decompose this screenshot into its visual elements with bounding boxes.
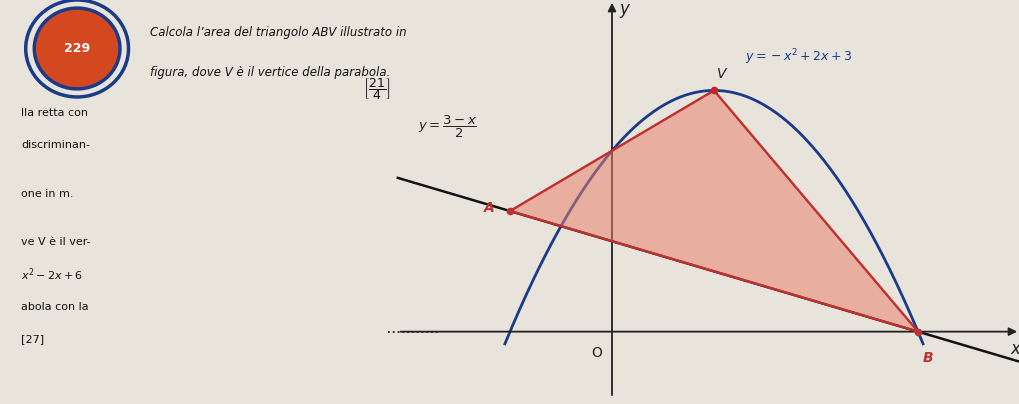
- Text: [27]: [27]: [21, 335, 45, 344]
- Text: figura, dove V è il vertice della parabola.: figura, dove V è il vertice della parabo…: [150, 66, 390, 79]
- Text: $y = \dfrac{3-x}{2}$: $y = \dfrac{3-x}{2}$: [418, 114, 477, 140]
- Circle shape: [35, 8, 120, 89]
- Text: $\left[\dfrac{21}{4}\right]$: $\left[\dfrac{21}{4}\right]$: [363, 76, 390, 102]
- Text: x: x: [1009, 339, 1019, 358]
- Text: Calcola l’area del triangolo ABV illustrato in: Calcola l’area del triangolo ABV illustr…: [150, 26, 407, 39]
- Polygon shape: [510, 90, 917, 332]
- Text: O: O: [591, 346, 601, 360]
- Text: abola con la: abola con la: [21, 302, 89, 312]
- Text: B: B: [922, 351, 932, 365]
- Text: V: V: [716, 67, 727, 81]
- Text: lla retta con: lla retta con: [21, 108, 89, 118]
- Text: discriminan-: discriminan-: [21, 141, 91, 150]
- Text: $x^2 - 2x + 6$: $x^2 - 2x + 6$: [21, 266, 84, 283]
- Text: ve V è il ver-: ve V è il ver-: [21, 238, 91, 247]
- Text: one in m.: one in m.: [21, 189, 73, 199]
- Text: y: y: [619, 0, 629, 18]
- Text: A: A: [483, 201, 494, 215]
- Text: $y = -x^2 + 2x + 3$: $y = -x^2 + 2x + 3$: [744, 48, 851, 67]
- Text: 229: 229: [64, 42, 90, 55]
